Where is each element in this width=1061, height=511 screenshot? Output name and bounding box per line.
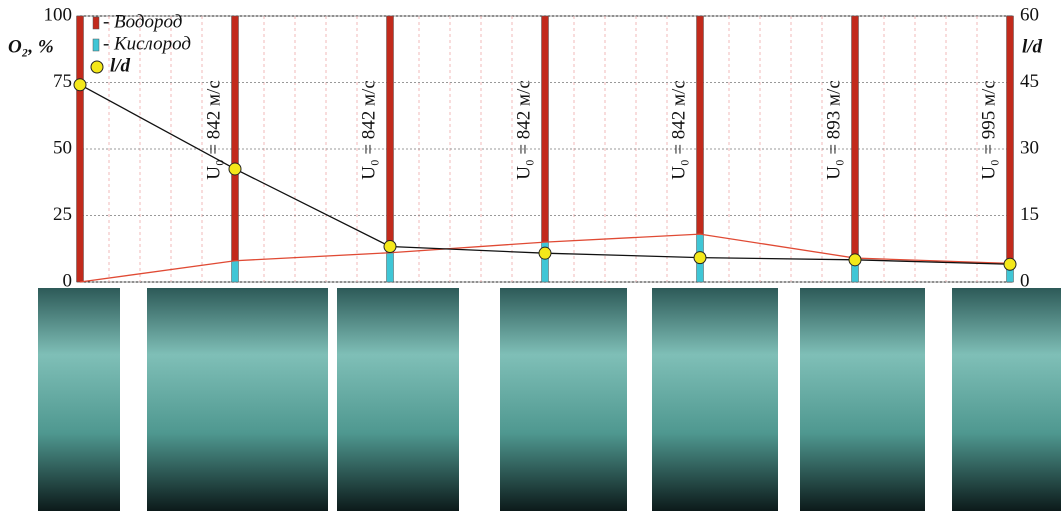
annotation: U₀ = 842 м/с	[668, 80, 689, 180]
y2-tick-label: 0	[1020, 270, 1030, 291]
bar-segment	[696, 15, 704, 235]
legend-label: l/d	[110, 55, 131, 76]
legend-marker	[92, 16, 100, 30]
marker	[228, 162, 242, 176]
marker	[73, 78, 87, 92]
y-axis-label: O₂, %	[8, 36, 54, 57]
y-tick-label: 25	[53, 204, 72, 225]
marker	[848, 253, 862, 267]
legend-dash: -	[103, 33, 109, 54]
legend-dash: -	[103, 11, 109, 32]
photo	[337, 288, 459, 511]
bar-segment	[386, 15, 394, 253]
marker	[1003, 257, 1017, 271]
y-tick-label: 100	[44, 4, 73, 25]
y2-tick-label: 15	[1020, 204, 1039, 225]
annotation: U₀ = 995 м/с	[978, 80, 999, 180]
annotation: U₀ = 842 м/с	[513, 80, 534, 180]
photo	[652, 288, 778, 511]
y2-axis-label: l/d	[1022, 36, 1043, 57]
photo	[800, 288, 925, 511]
bar-segment	[76, 15, 84, 283]
photo	[952, 288, 1061, 511]
bar-segment	[541, 15, 549, 243]
y2-tick-label: 45	[1020, 71, 1039, 92]
bar-segment	[231, 260, 239, 283]
photo	[38, 288, 120, 511]
photo	[147, 288, 328, 511]
bar-segment	[231, 15, 239, 261]
bar-segment	[851, 15, 859, 259]
annotation: U₀ = 842 м/с	[203, 80, 224, 180]
bar-segment	[1006, 15, 1014, 264]
annotation: U₀ = 893 м/с	[823, 80, 844, 180]
y-tick-label: 50	[53, 137, 72, 158]
marker	[693, 251, 707, 265]
legend-marker	[90, 60, 104, 74]
y-tick-label: 75	[53, 71, 72, 92]
marker	[383, 240, 397, 254]
y2-tick-label: 60	[1020, 4, 1039, 25]
legend-marker	[92, 38, 100, 52]
legend-label: Водород	[114, 11, 182, 32]
legend-label: Кислород	[113, 33, 191, 54]
photos	[38, 288, 1061, 511]
marker	[538, 246, 552, 260]
bar-segment	[386, 252, 394, 283]
photo	[500, 288, 627, 511]
plot	[73, 15, 1017, 283]
y-tick-label: 0	[63, 270, 73, 291]
y2-tick-label: 30	[1020, 137, 1039, 158]
annotation: U₀ = 842 м/с	[358, 80, 379, 180]
